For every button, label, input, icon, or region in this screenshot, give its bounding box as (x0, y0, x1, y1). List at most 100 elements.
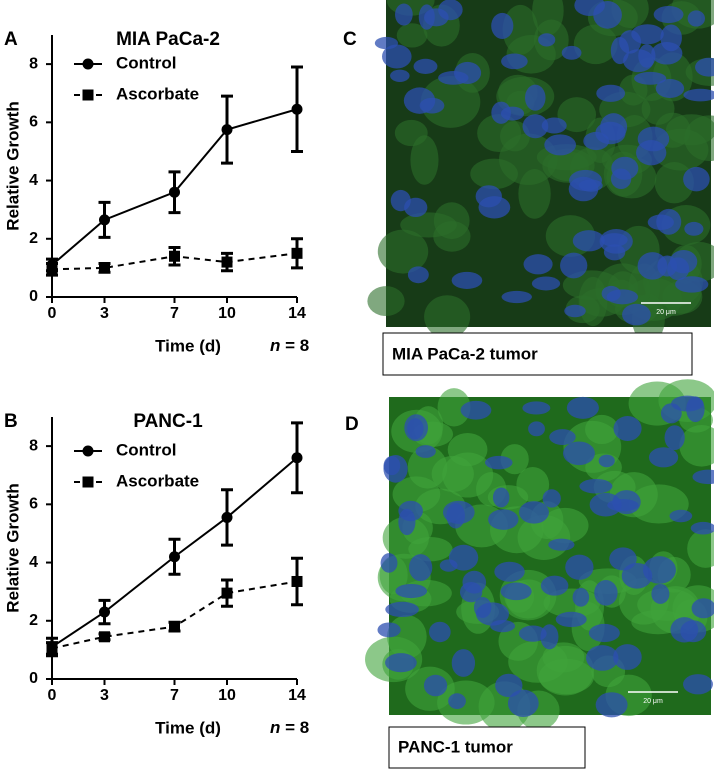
nucleus (383, 454, 408, 483)
nucleus (448, 693, 466, 710)
nucleus (476, 602, 509, 626)
nucleus (695, 57, 714, 77)
nucleus (596, 84, 626, 102)
nucleus (501, 53, 528, 70)
marker (169, 250, 180, 262)
nucleus (613, 416, 642, 441)
nucleus (404, 197, 428, 218)
nucleus (648, 447, 679, 468)
y-tick-label: 4 (29, 172, 38, 189)
caption: PANC-1 tumor (398, 737, 513, 756)
nucleus (572, 230, 605, 252)
marker (291, 103, 303, 115)
nucleus (564, 304, 586, 318)
cytoplasm (679, 424, 714, 467)
marker (99, 606, 110, 618)
marker (291, 247, 303, 259)
nucleus (606, 289, 639, 305)
nucleus (395, 3, 413, 26)
nucleus (390, 69, 410, 82)
chart-title: MIA PaCa-2 (116, 29, 220, 50)
nucleus (542, 489, 561, 508)
nucleus (522, 114, 549, 139)
nucleus (380, 553, 398, 573)
nucleus (647, 214, 674, 231)
legend-label: Ascorbate (116, 471, 199, 490)
nucleus (451, 649, 476, 677)
cytoplasm (573, 24, 618, 65)
y-tick-label: 8 (29, 437, 38, 454)
nucleus (691, 598, 714, 619)
caption: MIA PaCa-2 tumor (392, 344, 538, 363)
scale-bar-label: 20 μm (643, 698, 663, 705)
nucleus (523, 254, 553, 275)
chart-title: PANC-1 (133, 411, 203, 432)
nucleus (600, 233, 628, 247)
nucleus (563, 441, 595, 466)
legend-label: Control (116, 53, 176, 72)
cytoplasm (499, 133, 558, 185)
nucleus (518, 625, 547, 642)
nucleus (540, 575, 569, 596)
nucleus (600, 113, 628, 141)
nucleus (403, 87, 436, 114)
cytoplasm (654, 162, 694, 204)
legend-marker (82, 445, 94, 457)
y-tick-label: 4 (29, 554, 38, 571)
x-tick-label: 14 (288, 305, 306, 322)
nucleus (541, 117, 567, 134)
x-tick-label: 0 (48, 305, 57, 322)
marker (169, 621, 180, 633)
chart: B PANC-1 0 2 4 6 8 0 3 7 10 14 Time (d) n = 8 Relative… (3, 411, 309, 737)
nucleus (491, 12, 514, 39)
nucleus (385, 601, 419, 618)
cytoplasm (536, 645, 595, 696)
nucleus (598, 454, 615, 468)
nucleus (407, 266, 429, 284)
x-tick-label: 7 (170, 687, 179, 704)
cytoplasm (687, 529, 714, 568)
cytoplasm (557, 97, 597, 133)
marker (46, 263, 58, 275)
nucleus (488, 509, 519, 530)
x-tick-label: 10 (218, 305, 236, 322)
caption-box (382, 332, 693, 376)
annotation: n = 8 (270, 718, 309, 737)
x-axis-label: Time (d) (155, 336, 221, 355)
nucleus (492, 487, 510, 508)
nucleus (572, 587, 590, 607)
x-tick-label: 3 (100, 687, 109, 704)
nucleus (664, 425, 685, 451)
x-tick-label: 10 (218, 687, 236, 704)
cytoplasm (396, 23, 428, 48)
nucleus (613, 644, 642, 670)
x-axis-label: Time (d) (155, 718, 221, 737)
nucleus (660, 403, 682, 424)
marker (46, 642, 58, 654)
nucleus (385, 653, 417, 673)
nucleus (494, 561, 525, 582)
nucleus (609, 547, 637, 571)
nucleus (485, 455, 513, 470)
nucleus (453, 61, 482, 84)
nucleus (684, 221, 704, 236)
panel-label: B (4, 411, 18, 432)
marker (99, 631, 110, 643)
nucleus (675, 276, 709, 293)
nucleus (561, 45, 582, 60)
legend-marker (82, 89, 94, 101)
marker (291, 452, 303, 464)
y-tick-label: 6 (29, 496, 38, 513)
cytoplasm (407, 446, 448, 489)
nucleus (448, 544, 479, 571)
nucleus (428, 621, 451, 643)
cytoplasm (447, 433, 488, 467)
nucleus (408, 554, 433, 582)
y-axis-label: Relative Growth (3, 483, 22, 612)
legend-label: Control (116, 440, 176, 459)
nucleus (634, 71, 667, 85)
nucleus (404, 414, 428, 442)
panel-label: A (4, 29, 18, 50)
x-tick-label: 0 (48, 687, 57, 704)
nucleus (555, 611, 587, 628)
